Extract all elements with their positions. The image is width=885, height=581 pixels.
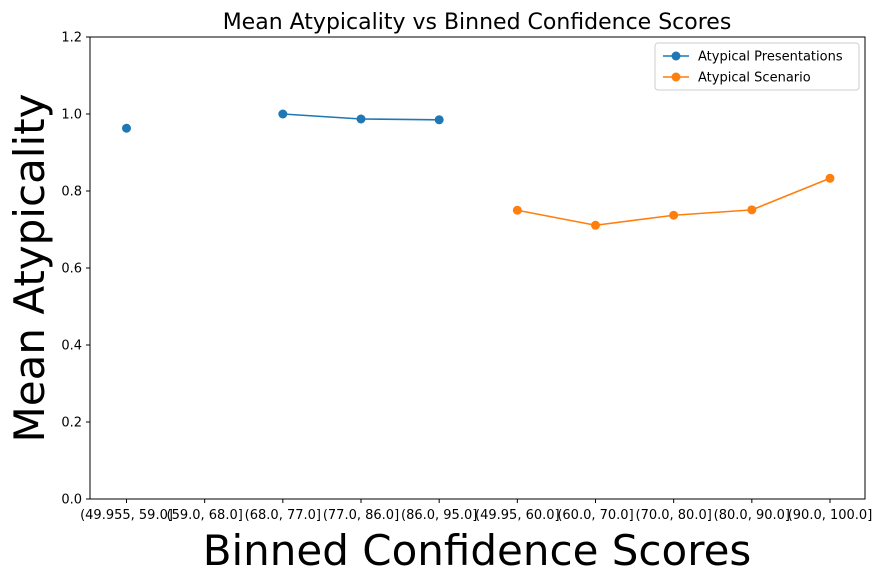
chart-title: Mean Atypicality vs Binned Confidence Sc… — [223, 10, 732, 35]
x-tick-label: (70.0, 80.0] — [636, 508, 712, 523]
data-point — [512, 205, 522, 215]
x-tick-label: (68.0, 77.0] — [245, 508, 321, 523]
legend-marker — [671, 72, 681, 82]
y-tick-label: 1.0 — [61, 108, 82, 123]
y-tick-label: 0.4 — [61, 339, 82, 354]
data-point — [434, 115, 444, 125]
y-tick-label: 0.2 — [61, 416, 82, 431]
series-1 — [122, 109, 444, 133]
x-tick-label: (49.955, 59.0] — [80, 508, 173, 523]
data-point — [825, 173, 835, 183]
x-tick-label: (59.0, 68.0] — [167, 508, 243, 523]
legend: Atypical Presentations Atypical Scenario — [654, 42, 860, 91]
data-point — [591, 220, 600, 230]
series-line-segment — [595, 214, 674, 227]
y-tick-label: 1.2 — [61, 31, 82, 46]
series-line-segment — [517, 209, 596, 227]
x-tick-label: (49.95, 60.0] — [475, 508, 560, 523]
data-point — [356, 114, 366, 124]
data-point — [669, 210, 679, 220]
legend-box — [654, 42, 860, 91]
legend-entry: Atypical Presentations — [698, 50, 843, 65]
plot-area: 0.0 0.2 0.4 0.6 0.8 1.0 1.2 (49.955, 59.0](59.0… — [61, 31, 872, 524]
y-tick-label: 0.6 — [61, 262, 82, 277]
plot-frame — [89, 36, 866, 500]
x-tick-label: (60.0, 70.0] — [557, 508, 633, 523]
x-axis-label: Binned Confidence Scores — [203, 526, 752, 575]
data-point — [122, 123, 131, 133]
x-tick-label: (80.0, 90.0] — [714, 508, 790, 523]
x-tick-label: (90.0, 100.0] — [788, 508, 873, 523]
legend-marker — [671, 51, 681, 61]
x-tick-label: (86.0, 95.0] — [401, 508, 477, 523]
series-line-segment — [751, 177, 831, 211]
series-2 — [512, 173, 835, 230]
data-point — [278, 109, 288, 119]
series-line-segment — [360, 118, 440, 121]
y-tick-label: 0.0 — [61, 493, 82, 508]
data-point — [747, 205, 757, 215]
series-line-segment — [673, 209, 752, 217]
legend-entry: Atypical Scenario — [698, 71, 811, 86]
y-tick-label: 0.8 — [61, 185, 82, 200]
series-line-segment — [282, 113, 362, 120]
x-tick-label: (77.0, 86.0] — [323, 508, 399, 523]
y-axis-label: Mean Atypicality — [5, 94, 54, 443]
